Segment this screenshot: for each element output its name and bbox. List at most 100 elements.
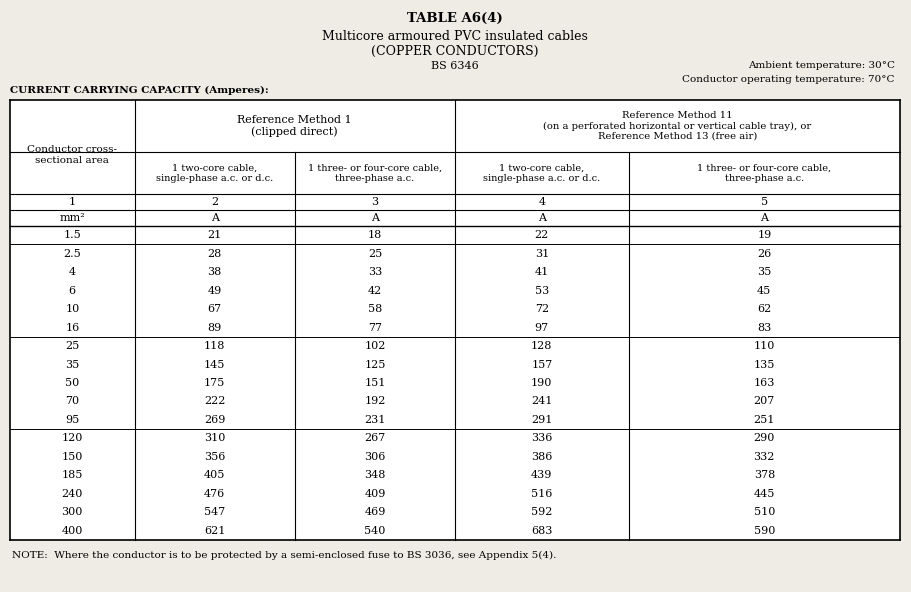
Text: 683: 683 [531, 526, 552, 536]
Text: 291: 291 [531, 415, 552, 425]
Text: 58: 58 [368, 304, 382, 314]
Text: 67: 67 [208, 304, 221, 314]
Text: 1: 1 [68, 197, 76, 207]
Text: 6: 6 [68, 286, 76, 295]
Text: 19: 19 [757, 230, 772, 240]
Text: Multicore armoured PVC insulated cables: Multicore armoured PVC insulated cables [322, 30, 588, 43]
Text: 439: 439 [531, 471, 552, 480]
Text: 409: 409 [364, 489, 385, 499]
Text: 97: 97 [535, 323, 548, 333]
Text: 290: 290 [753, 433, 775, 443]
Text: 231: 231 [364, 415, 385, 425]
Text: 72: 72 [535, 304, 548, 314]
Text: 70: 70 [66, 397, 79, 407]
Text: 50: 50 [66, 378, 79, 388]
Text: 378: 378 [753, 471, 775, 480]
Text: 592: 592 [531, 507, 552, 517]
Text: 222: 222 [204, 397, 225, 407]
Text: 332: 332 [753, 452, 775, 462]
Text: 469: 469 [364, 507, 385, 517]
Text: 31: 31 [535, 249, 549, 259]
Text: 26: 26 [757, 249, 772, 259]
Text: BS 6346: BS 6346 [431, 61, 479, 71]
Text: 25: 25 [66, 341, 79, 351]
Text: mm²: mm² [59, 213, 85, 223]
Text: A: A [537, 213, 546, 223]
Text: 336: 336 [531, 433, 552, 443]
Text: 120: 120 [62, 433, 83, 443]
Bar [10, 100, 900, 540]
Text: 53: 53 [535, 286, 549, 295]
Text: Conductor operating temperature: 70°C: Conductor operating temperature: 70°C [682, 75, 895, 83]
Text: 4: 4 [68, 267, 76, 277]
Text: 125: 125 [364, 359, 385, 369]
Text: 192: 192 [364, 397, 385, 407]
Text: 1 three- or four-core cable,
three-phase a.c.: 1 three- or four-core cable, three-phase… [697, 163, 832, 183]
Text: 45: 45 [757, 286, 772, 295]
Text: NOTE:  Where the conductor is to be protected by a semi-enclosed fuse to BS 3036: NOTE: Where the conductor is to be prote… [12, 551, 557, 559]
Text: 10: 10 [66, 304, 79, 314]
Text: 185: 185 [62, 471, 83, 480]
Text: 175: 175 [204, 378, 225, 388]
Text: 5: 5 [761, 197, 768, 207]
Text: 1 three- or four-core cable,
three-phase a.c.: 1 three- or four-core cable, three-phase… [308, 163, 442, 183]
Text: 16: 16 [66, 323, 79, 333]
Text: 445: 445 [753, 489, 775, 499]
Text: 540: 540 [364, 526, 385, 536]
Text: 1 two-core cable,
single-phase a.c. or d.c.: 1 two-core cable, single-phase a.c. or d… [156, 163, 273, 183]
Text: 89: 89 [208, 323, 221, 333]
Text: A: A [371, 213, 379, 223]
Text: 4: 4 [538, 197, 546, 207]
Text: CURRENT CARRYING CAPACITY (Amperes):: CURRENT CARRYING CAPACITY (Amperes): [10, 85, 269, 95]
Text: Reference Method 1
(clipped direct): Reference Method 1 (clipped direct) [238, 115, 353, 137]
Text: 300: 300 [62, 507, 83, 517]
Text: 157: 157 [531, 359, 552, 369]
Text: 62: 62 [757, 304, 772, 314]
Text: 348: 348 [364, 471, 385, 480]
Text: 510: 510 [753, 507, 775, 517]
Text: 516: 516 [531, 489, 552, 499]
Text: 95: 95 [66, 415, 79, 425]
Text: 1 two-core cable,
single-phase a.c. or d.c.: 1 two-core cable, single-phase a.c. or d… [483, 163, 600, 183]
Text: 151: 151 [364, 378, 385, 388]
Text: 83: 83 [757, 323, 772, 333]
Text: 400: 400 [62, 526, 83, 536]
Text: 22: 22 [535, 230, 549, 240]
Text: 1.5: 1.5 [64, 230, 81, 240]
Text: 18: 18 [368, 230, 382, 240]
Text: 590: 590 [753, 526, 775, 536]
Text: 35: 35 [757, 267, 772, 277]
Text: A: A [210, 213, 219, 223]
Text: 150: 150 [62, 452, 83, 462]
Text: TABLE A6(4): TABLE A6(4) [407, 11, 503, 24]
Text: 33: 33 [368, 267, 382, 277]
Text: 118: 118 [204, 341, 225, 351]
Text: 163: 163 [753, 378, 775, 388]
Text: 145: 145 [204, 359, 225, 369]
Text: 306: 306 [364, 452, 385, 462]
Text: 251: 251 [753, 415, 775, 425]
Text: 547: 547 [204, 507, 225, 517]
Text: 77: 77 [368, 323, 382, 333]
Text: 128: 128 [531, 341, 552, 351]
Text: Reference Method 11
(on a perforated horizontal or vertical cable tray), or
Refe: Reference Method 11 (on a perforated hor… [543, 111, 812, 141]
Text: 240: 240 [62, 489, 83, 499]
Text: 476: 476 [204, 489, 225, 499]
Text: 386: 386 [531, 452, 552, 462]
Text: 135: 135 [753, 359, 775, 369]
Text: 25: 25 [368, 249, 382, 259]
Text: 2.5: 2.5 [64, 249, 81, 259]
Text: Ambient temperature: 30°C: Ambient temperature: 30°C [748, 62, 895, 70]
Text: 49: 49 [208, 286, 221, 295]
Text: 621: 621 [204, 526, 225, 536]
Text: A: A [761, 213, 768, 223]
Text: 207: 207 [753, 397, 775, 407]
Text: 190: 190 [531, 378, 552, 388]
Text: Conductor cross-
sectional area: Conductor cross- sectional area [27, 145, 118, 165]
Text: 38: 38 [208, 267, 221, 277]
Text: 269: 269 [204, 415, 225, 425]
Text: 41: 41 [535, 267, 549, 277]
Text: 405: 405 [204, 471, 225, 480]
Text: 356: 356 [204, 452, 225, 462]
Text: 102: 102 [364, 341, 385, 351]
